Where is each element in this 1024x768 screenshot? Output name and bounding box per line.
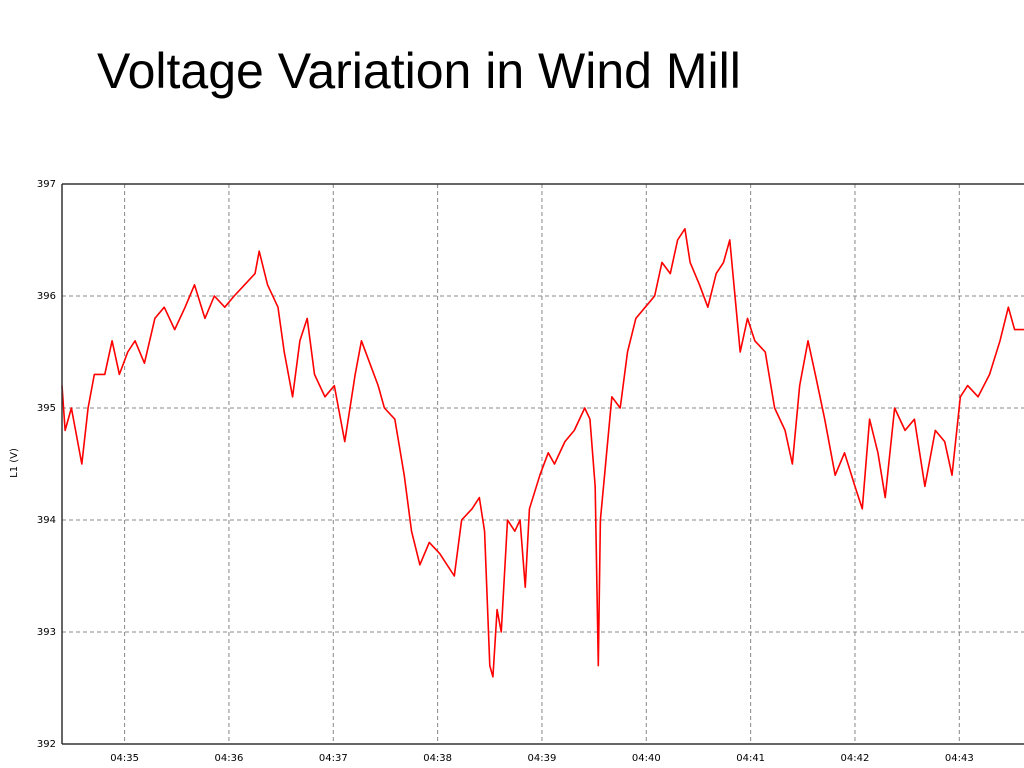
chart-title: Voltage Variation in Wind Mill (97, 43, 741, 99)
voltage-line (61, 228, 1024, 678)
y-tick-label: 397 (37, 179, 56, 190)
y-axis-label: L1 (V) (9, 448, 20, 478)
y-tick-label: 394 (37, 515, 56, 526)
y-tick-label: 393 (37, 627, 56, 638)
y-tick-label: 396 (37, 291, 56, 302)
x-tick-label: 04:36 (215, 753, 244, 764)
x-tick-label: 04:35 (110, 753, 139, 764)
x-tick-label: 04:39 (528, 753, 557, 764)
x-tick-label: 04:42 (841, 753, 870, 764)
plot: 392 393 394 395 396 397 04:35 04:36 04:37 04:38 04… (37, 179, 1024, 764)
x-tick-label: 04:43 (945, 753, 974, 764)
x-tick-label: 04:40 (632, 753, 661, 764)
y-tick-label: 392 (37, 739, 56, 750)
x-tick-label: 04:38 (423, 753, 452, 764)
x-tick-label: 04:41 (736, 753, 765, 764)
y-tick-label: 395 (37, 403, 56, 414)
x-tick-label: 04:37 (319, 753, 348, 764)
